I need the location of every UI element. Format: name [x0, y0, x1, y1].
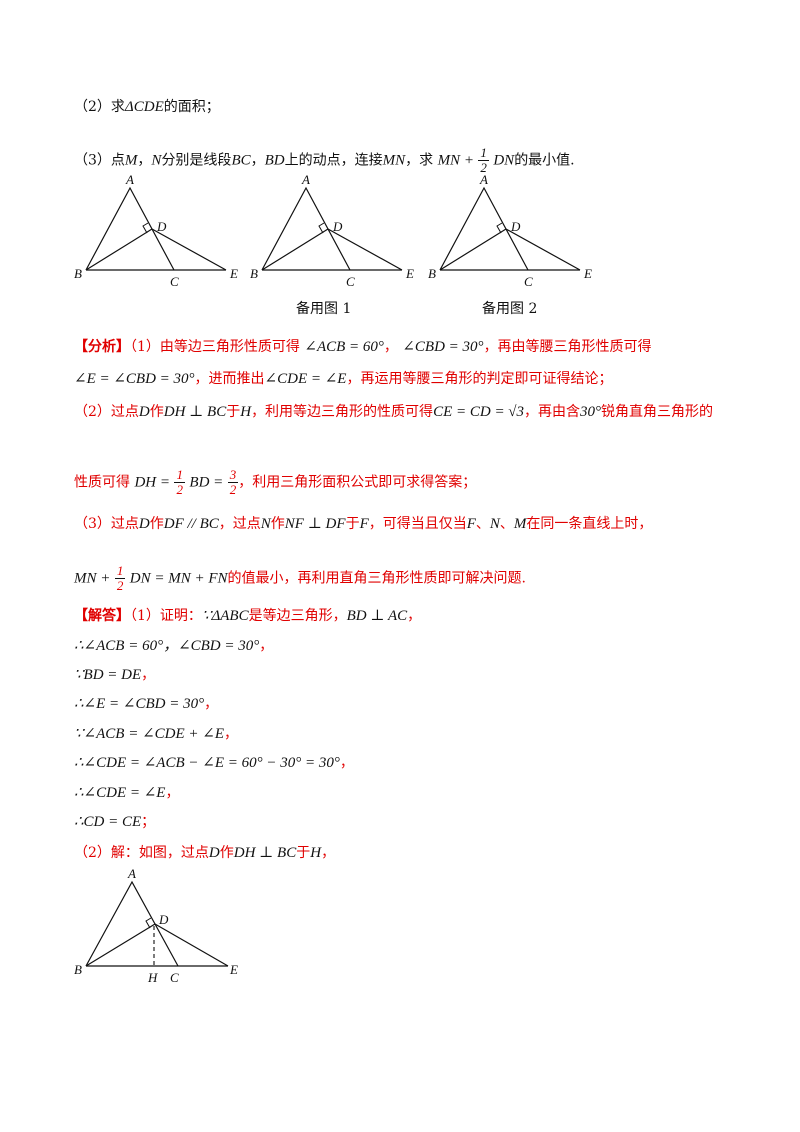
svg-text:B: B — [250, 266, 258, 281]
solution-line-6: ∴∠CDE = ∠ACB − ∠E = 60° − 30° = 30°， — [74, 755, 354, 771]
svg-text:C: C — [524, 274, 533, 289]
question-2: （2）求ΔCDE的面积； — [74, 99, 220, 115]
svg-text:A: A — [301, 172, 310, 187]
figure-solution: A B C D E H — [74, 866, 238, 985]
triangle-cde: ΔCDE — [124, 99, 164, 115]
solution-line-2: ∴∠ACB = 60°，∠CBD = 30°， — [74, 638, 274, 654]
svg-text:B: B — [74, 962, 82, 977]
analysis-line-3: （2）过点D作DH ⊥ BC于H，利用等边三角形的性质可得CE = CD = √… — [74, 404, 714, 420]
figures-row: A B C D E A B C D E A B C D E — [74, 172, 592, 289]
analysis-line-2: ∠E = ∠CBD = 30°，进而推出∠CDE = ∠E，再运用等腰三角形的判… — [74, 371, 613, 387]
label-b: B — [74, 266, 82, 281]
caption-spare-1: 备用图 1 — [296, 301, 352, 317]
svg-text:C: C — [170, 970, 179, 985]
svg-text:E: E — [583, 266, 592, 281]
solution-tag: 【解答】 — [74, 608, 130, 624]
solution-line-8: ∴CD = CE； — [74, 814, 156, 830]
svg-text:A: A — [479, 172, 488, 187]
solution-line-9: （2）解：如图，过点D作DH ⊥ BC于H， — [74, 845, 336, 861]
svg-text:B: B — [428, 266, 436, 281]
svg-text:D: D — [510, 219, 521, 234]
label-e: E — [229, 266, 238, 281]
label-a: A — [125, 172, 134, 187]
label-d: D — [156, 219, 167, 234]
svg-text:C: C — [346, 274, 355, 289]
analysis-line-5: （3）过点D作DF // BC，过点N作NF ⊥ DF于F，可得当且仅当F、N、… — [74, 516, 653, 532]
analysis-line-1: 【分析】（1）由等边三角形性质可得 ∠ACB = 60°， ∠CBD = 30°… — [74, 339, 652, 355]
solution-line-4: ∴∠E = ∠CBD = 30°， — [74, 696, 219, 712]
figure-spare-2: A B C D E — [428, 172, 592, 289]
solution-line-5: ∵∠ACB = ∠CDE + ∠E， — [74, 726, 238, 742]
solution-line-1: 【解答】（1）证明：∵ΔABC是等边三角形，BD ⊥ AC， — [74, 608, 422, 624]
figure-main: A B C D E — [74, 172, 238, 289]
svg-text:E: E — [405, 266, 414, 281]
caption-spare-2: 备用图 2 — [482, 301, 538, 317]
label-h: H — [147, 970, 158, 985]
label-c: C — [170, 274, 179, 289]
svg-text:D: D — [158, 912, 169, 927]
solution-line-3: ∵BD = DE， — [74, 667, 156, 683]
svg-text:E: E — [229, 962, 238, 977]
svg-text:D: D — [332, 219, 343, 234]
solution-line-7: ∴∠CDE = ∠E， — [74, 785, 180, 801]
svg-text:A: A — [127, 866, 136, 881]
figure-spare-1: A B C D E — [250, 172, 414, 289]
analysis-tag: 【分析】 — [74, 339, 130, 355]
